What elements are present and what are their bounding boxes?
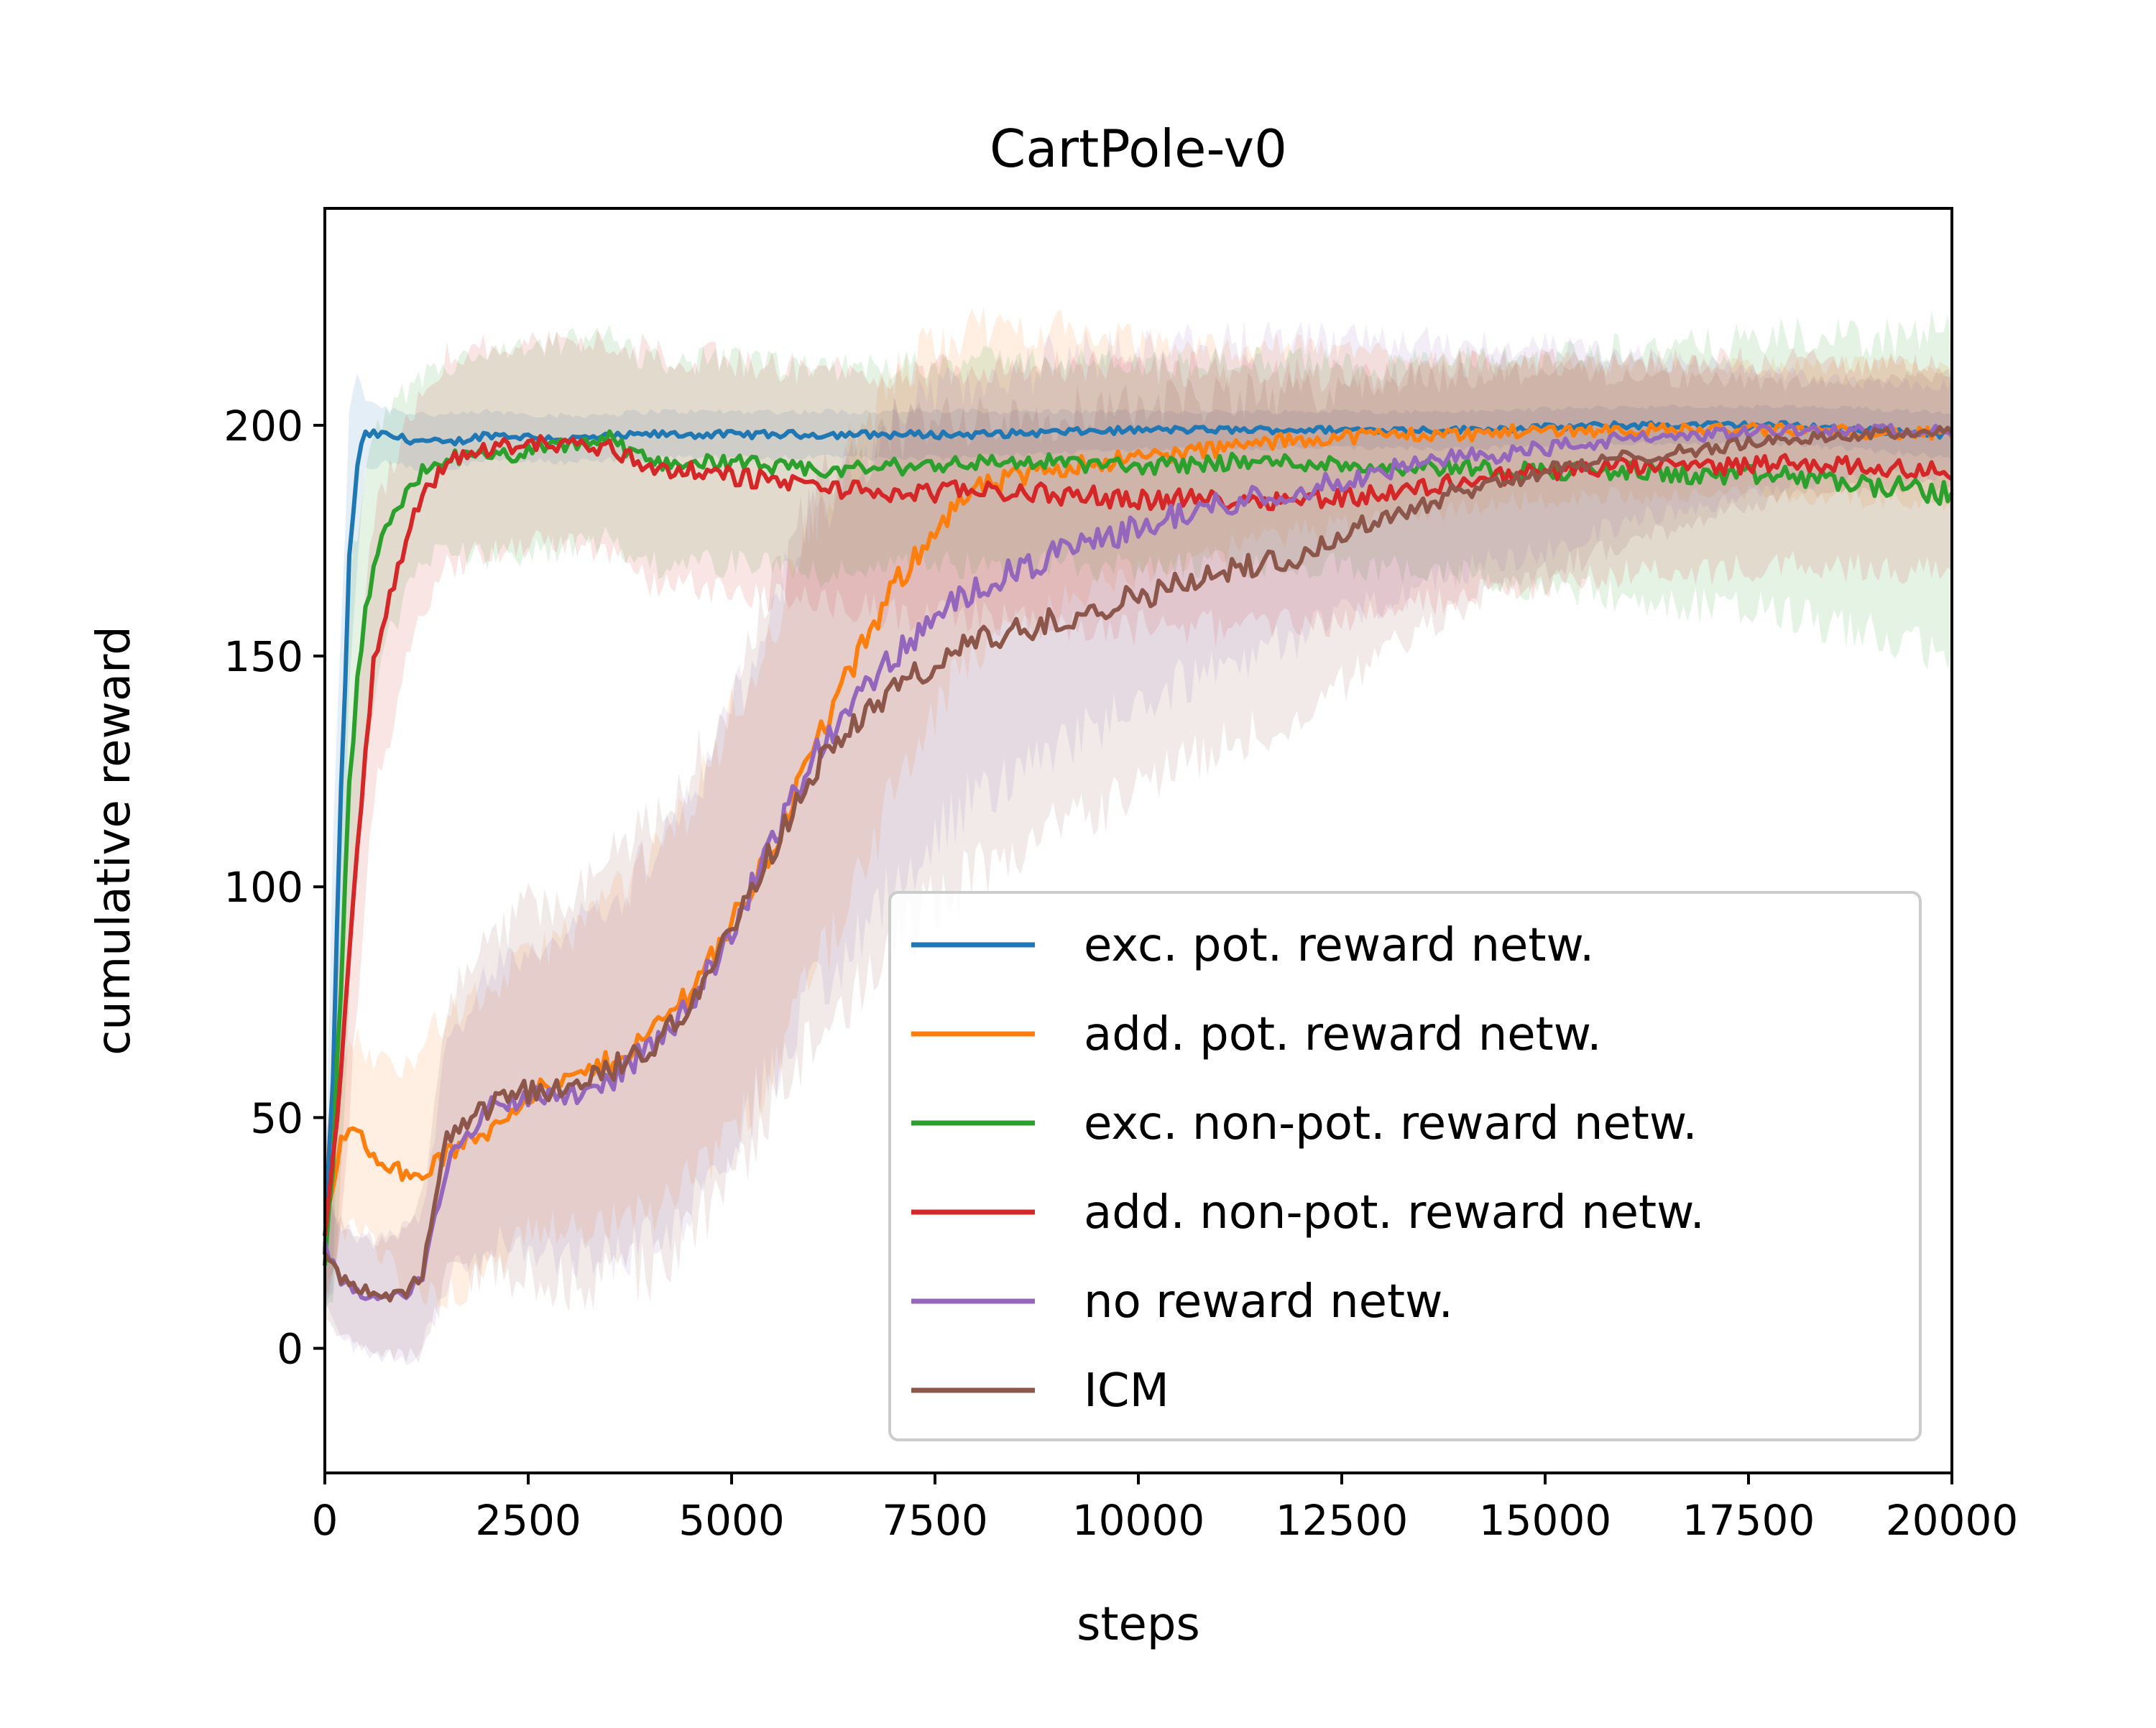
legend-box: [888, 891, 1922, 1441]
legend-label: ICM: [1084, 1364, 1169, 1418]
x-tick-label: 2500: [475, 1496, 581, 1545]
y-tick-label: 0: [277, 1325, 303, 1374]
x-tick-label: 10000: [1072, 1496, 1205, 1545]
legend-label: add. pot. reward netw.: [1084, 1008, 1602, 1061]
legend-label: no reward netw.: [1084, 1275, 1453, 1329]
x-axis-label: steps: [1077, 1598, 1200, 1651]
x-tick-label: 17500: [1682, 1496, 1815, 1545]
x-tick-label: 20000: [1886, 1496, 2019, 1545]
series-line-exc-non-pot-reward-netw: [323, 429, 1954, 1266]
y-tick-label: 200: [224, 402, 303, 451]
chart-title: CartPole-v0: [990, 119, 1287, 179]
y-tick-label: 50: [250, 1094, 303, 1142]
legend-label: exc. pot. reward netw.: [1084, 919, 1594, 972]
band-add-pot-reward-netw: [325, 305, 1952, 1310]
series-line-icm: [323, 425, 1954, 1303]
x-tick-label: 12500: [1276, 1496, 1409, 1545]
series-line-add-non-pot-reward-netw: [323, 434, 1953, 1237]
legend-item-add-pot-reward-netw: add. pot. reward netw.: [911, 1008, 1602, 1061]
legend-item-exc-non-pot-reward-netw: exc. non-pot. reward netw.: [911, 1097, 1697, 1150]
series-lines: [323, 420, 1954, 1303]
legend-item-icm: ICM: [911, 1364, 1169, 1418]
y-tick-label: 100: [224, 863, 303, 912]
series-line-no-reward-netw: [323, 422, 1953, 1301]
legend-label: exc. non-pot. reward netw.: [1084, 1097, 1697, 1150]
y-axis-ticks: 0 50 100 150 200: [224, 402, 325, 1374]
band-no-reward-netw: [325, 320, 1952, 1365]
band-add-non-pot-reward-netw: [325, 330, 1952, 1298]
confidence-bands: [325, 305, 1952, 1365]
legend-label: add. non-pot. reward netw.: [1084, 1186, 1705, 1239]
x-tick-label: 5000: [678, 1496, 785, 1545]
band-exc-non-pot-reward-netw: [325, 310, 1952, 1312]
y-axis-label: cumulative reward: [88, 626, 141, 1055]
legend-items: exc. pot. reward netw. add. pot. reward n…: [911, 919, 1705, 1418]
legend-item-add-non-pot-reward-netw: add. non-pot. reward netw.: [911, 1186, 1705, 1239]
legend-item-exc-pot-reward-netw: exc. pot. reward netw.: [911, 919, 1594, 972]
x-tick-label: 7500: [882, 1496, 988, 1545]
legend: exc. pot. reward netw. add. pot. reward n…: [888, 891, 1922, 1441]
band-icm: [325, 359, 1952, 1364]
x-tick-label: 15000: [1479, 1496, 1612, 1545]
x-axis-ticks: 0 2500 5000 7500 10000 12500 15000 17500 20000: [312, 1473, 2019, 1545]
y-tick-label: 150: [224, 632, 303, 681]
legend-item-no-reward-netw: no reward netw.: [911, 1275, 1453, 1329]
x-tick-label: 0: [312, 1496, 338, 1545]
